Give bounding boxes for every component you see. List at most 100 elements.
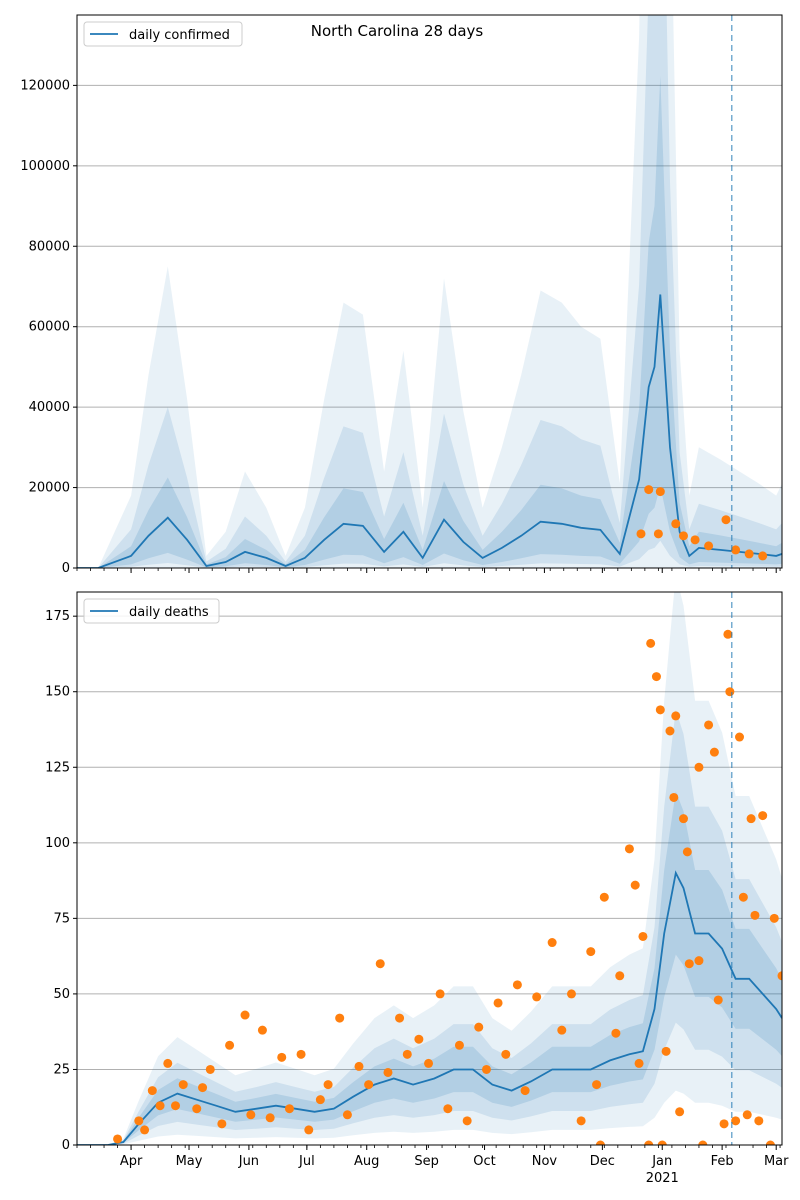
- uncertainty-band: [77, 75, 782, 568]
- data-point: [501, 1049, 511, 1059]
- data-point: [704, 720, 714, 730]
- data-point: [731, 545, 741, 555]
- data-point: [738, 892, 748, 902]
- data-point: [493, 998, 503, 1008]
- legend: daily confirmed: [83, 21, 243, 47]
- uncertainty-band: [77, 15, 782, 568]
- x-tick-label: Jul: [298, 1154, 315, 1169]
- data-point: [342, 1110, 352, 1120]
- plot-area: [77, 592, 782, 1145]
- uncertainty-band: [77, 15, 782, 568]
- uncertainty-band: [77, 709, 782, 1145]
- data-point: [462, 1116, 472, 1126]
- data-point: [443, 1104, 453, 1114]
- confirmed-panel: 0 20000 40000 60000 80000 100000 120000 daily c…: [20, 14, 783, 576]
- data-point: [665, 726, 675, 736]
- y-tick-label: 125: [45, 760, 70, 775]
- data-point: [713, 995, 723, 1005]
- plot-area: [77, 15, 782, 568]
- data-point: [723, 629, 733, 639]
- data-point: [709, 747, 719, 757]
- legend-box: [83, 21, 243, 47]
- y-tick-label: 20000: [29, 481, 70, 496]
- data-point: [178, 1080, 188, 1090]
- data-point: [655, 705, 665, 715]
- data-point: [671, 519, 681, 529]
- legend-label: daily confirmed: [129, 28, 230, 43]
- data-point: [651, 672, 661, 682]
- data-point: [315, 1095, 325, 1105]
- data-point: [246, 1110, 256, 1120]
- data-point: [296, 1049, 306, 1059]
- data-point: [277, 1052, 287, 1062]
- data-point: [155, 1101, 165, 1111]
- data-point: [636, 529, 646, 539]
- legend: daily deaths: [83, 598, 220, 624]
- data-point: [586, 947, 596, 957]
- y-tick-label: 150: [45, 685, 70, 700]
- data-point: [744, 549, 754, 559]
- data-point: [595, 1140, 605, 1145]
- data-point: [454, 1040, 464, 1050]
- x-tick-label: Aug: [354, 1154, 379, 1169]
- data-point: [719, 1119, 729, 1129]
- data-point: [634, 1058, 644, 1068]
- data-point: [644, 1140, 654, 1145]
- data-point: [731, 1116, 741, 1126]
- x-tick-label: Jun: [238, 1154, 259, 1169]
- y-tick-label: 120000: [20, 78, 70, 93]
- y-tick-label: 80000: [29, 239, 70, 254]
- x-tick-label: Oct: [473, 1154, 495, 1169]
- y-tick-label: 50: [53, 987, 70, 1002]
- data-point: [758, 551, 768, 561]
- data-point: [592, 1080, 602, 1090]
- x-tick-label: Sep: [414, 1154, 439, 1169]
- data-point: [694, 956, 704, 966]
- data-point: [163, 1058, 173, 1068]
- data-point: [769, 913, 779, 923]
- y-tick-label: 100: [45, 836, 70, 851]
- data-point: [364, 1080, 374, 1090]
- data-point: [192, 1104, 202, 1114]
- y-tick-label: 40000: [29, 400, 70, 415]
- data-point: [474, 1022, 484, 1032]
- data-point: [566, 989, 576, 999]
- data-point: [690, 535, 700, 545]
- data-point: [134, 1116, 144, 1126]
- data-point: [257, 1025, 267, 1035]
- data-point: [746, 814, 756, 824]
- data-point: [171, 1101, 181, 1111]
- x-year-label: 2021: [646, 1171, 679, 1186]
- data-point: [735, 732, 745, 742]
- x-tick-label: Nov: [532, 1154, 558, 1169]
- data-point: [402, 1049, 412, 1059]
- data-point: [615, 971, 625, 981]
- data-point: [671, 711, 681, 721]
- data-point: [646, 638, 656, 648]
- data-point: [653, 529, 663, 539]
- legend-label: daily deaths: [129, 605, 209, 620]
- data-point: [758, 811, 768, 821]
- data-point: [678, 814, 688, 824]
- data-point: [335, 1013, 345, 1023]
- data-point: [512, 980, 522, 990]
- data-point: [742, 1110, 752, 1120]
- x-tick-label: May: [176, 1154, 203, 1169]
- uncertainty-band: [77, 791, 782, 1145]
- data-point: [661, 1046, 671, 1056]
- y-tick-label: 75: [53, 911, 70, 926]
- data-point: [354, 1061, 364, 1071]
- data-point: [240, 1010, 250, 1020]
- x-tick-label: Apr: [120, 1154, 143, 1169]
- x-tick-label: Mar: [764, 1154, 789, 1169]
- data-point: [675, 1107, 685, 1117]
- data-point: [694, 762, 704, 772]
- x-tick-label: Jan: [651, 1154, 672, 1169]
- data-point: [657, 1140, 667, 1145]
- data-point: [669, 792, 679, 802]
- axes-frame: [76, 591, 783, 1146]
- y-tick-label: 0: [62, 561, 70, 576]
- data-point: [638, 931, 648, 941]
- data-point: [435, 989, 445, 999]
